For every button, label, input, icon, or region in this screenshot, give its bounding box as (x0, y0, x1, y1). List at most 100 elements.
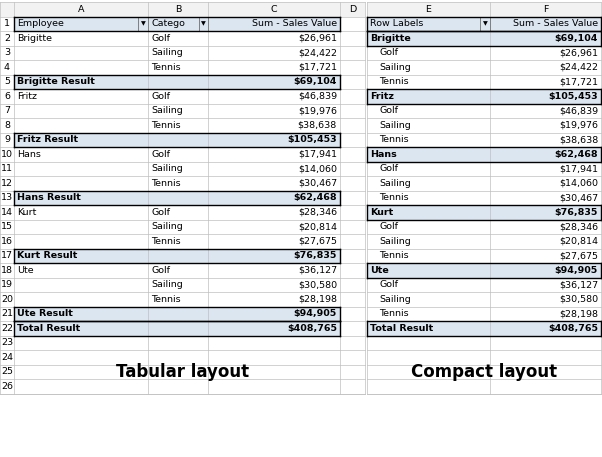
Text: 14: 14 (1, 208, 13, 217)
Bar (14, 307, 340, 321)
Text: $17,721: $17,721 (559, 77, 598, 86)
Text: 2: 2 (4, 34, 10, 43)
Text: Sailing: Sailing (379, 237, 411, 246)
Text: $27,675: $27,675 (559, 251, 598, 260)
Bar (367, 147, 601, 161)
Text: Brigitte: Brigitte (370, 34, 411, 43)
Text: $69,104: $69,104 (294, 77, 337, 86)
Text: Ute: Ute (17, 266, 34, 275)
Text: $20,814: $20,814 (298, 222, 337, 231)
Text: Sailing: Sailing (379, 121, 411, 130)
Text: $30,467: $30,467 (298, 179, 337, 188)
Text: C: C (271, 5, 278, 14)
Text: 20: 20 (1, 295, 13, 304)
Text: $30,580: $30,580 (559, 295, 598, 304)
Text: 9: 9 (4, 135, 10, 144)
Text: 26: 26 (1, 382, 13, 391)
Text: Tennis: Tennis (151, 121, 181, 130)
Bar (14, 133, 340, 147)
Text: Kurt Result: Kurt Result (17, 251, 78, 260)
Text: $408,765: $408,765 (287, 324, 337, 333)
Text: Compact layout: Compact layout (411, 363, 557, 381)
Text: 13: 13 (1, 193, 13, 202)
Text: Hans: Hans (17, 150, 41, 159)
Bar (367, 263, 601, 277)
Bar (367, 16, 490, 31)
Text: Golf: Golf (379, 280, 398, 289)
Text: F: F (543, 5, 548, 14)
Text: Sum - Sales Value: Sum - Sales Value (252, 19, 337, 28)
Text: Tennis: Tennis (151, 295, 181, 304)
Text: Catego: Catego (151, 19, 185, 28)
Text: Hans Result: Hans Result (17, 193, 81, 202)
Text: Golf: Golf (379, 106, 398, 115)
Text: Employee: Employee (17, 19, 64, 28)
Text: Brigitte Result: Brigitte Result (17, 77, 95, 86)
Bar (14, 249, 340, 263)
Text: $36,127: $36,127 (559, 280, 598, 289)
Text: $94,905: $94,905 (555, 266, 598, 275)
Text: Row Labels: Row Labels (370, 19, 423, 28)
Text: ▼: ▼ (141, 21, 145, 26)
Text: $26,961: $26,961 (559, 48, 598, 57)
Bar (367, 31, 601, 46)
Text: $24,422: $24,422 (298, 48, 337, 57)
Text: Total Result: Total Result (370, 324, 433, 333)
Text: Fritz: Fritz (17, 92, 37, 101)
Bar (367, 321, 601, 335)
Text: $105,453: $105,453 (548, 92, 598, 101)
Text: $105,453: $105,453 (287, 135, 337, 144)
Text: Tennis: Tennis (379, 251, 409, 260)
Text: 24: 24 (1, 353, 13, 362)
Text: 1: 1 (4, 19, 10, 28)
Text: 3: 3 (4, 48, 10, 57)
Text: Tabular layout: Tabular layout (116, 363, 249, 381)
Text: Sailing: Sailing (379, 179, 411, 188)
Text: Brigitte: Brigitte (17, 34, 52, 43)
Text: ▼: ▼ (483, 21, 488, 26)
Text: $408,765: $408,765 (548, 324, 598, 333)
Bar (14, 2, 148, 16)
Text: $17,941: $17,941 (298, 150, 337, 159)
Text: 21: 21 (1, 309, 13, 318)
Text: $76,835: $76,835 (294, 251, 337, 260)
Text: $28,198: $28,198 (298, 295, 337, 304)
Text: $36,127: $36,127 (298, 266, 337, 275)
Text: Hans: Hans (370, 150, 397, 159)
Text: Sailing: Sailing (151, 106, 183, 115)
Bar (148, 2, 208, 16)
Text: 8: 8 (4, 121, 10, 130)
Text: Golf: Golf (151, 92, 170, 101)
Text: $46,839: $46,839 (559, 106, 598, 115)
Text: Tennis: Tennis (379, 309, 409, 318)
Bar (138, 16, 148, 31)
Text: $76,835: $76,835 (554, 208, 598, 217)
Text: $17,721: $17,721 (298, 63, 337, 72)
Text: $38,638: $38,638 (559, 135, 598, 144)
Bar (0, 2, 14, 16)
Bar (208, 16, 340, 31)
Text: 15: 15 (1, 222, 13, 231)
Bar (14, 321, 340, 335)
Text: Kurt: Kurt (17, 208, 36, 217)
Text: $17,941: $17,941 (559, 164, 598, 173)
Text: 18: 18 (1, 266, 13, 275)
Text: $30,467: $30,467 (559, 193, 598, 202)
Text: Golf: Golf (151, 150, 170, 159)
Text: A: A (78, 5, 84, 14)
Text: $26,961: $26,961 (298, 34, 337, 43)
Text: Tennis: Tennis (379, 193, 409, 202)
Text: Fritz Result: Fritz Result (17, 135, 78, 144)
Text: 6: 6 (4, 92, 10, 101)
Text: Sailing: Sailing (151, 164, 183, 173)
Text: 4: 4 (4, 63, 10, 72)
Text: 17: 17 (1, 251, 13, 260)
Text: $28,198: $28,198 (559, 309, 598, 318)
Text: Tennis: Tennis (151, 179, 181, 188)
Text: ▼: ▼ (201, 21, 206, 26)
Text: Golf: Golf (379, 222, 398, 231)
Text: Golf: Golf (379, 164, 398, 173)
Text: 7: 7 (4, 106, 10, 115)
Text: $19,976: $19,976 (559, 121, 598, 130)
Bar (367, 2, 490, 16)
